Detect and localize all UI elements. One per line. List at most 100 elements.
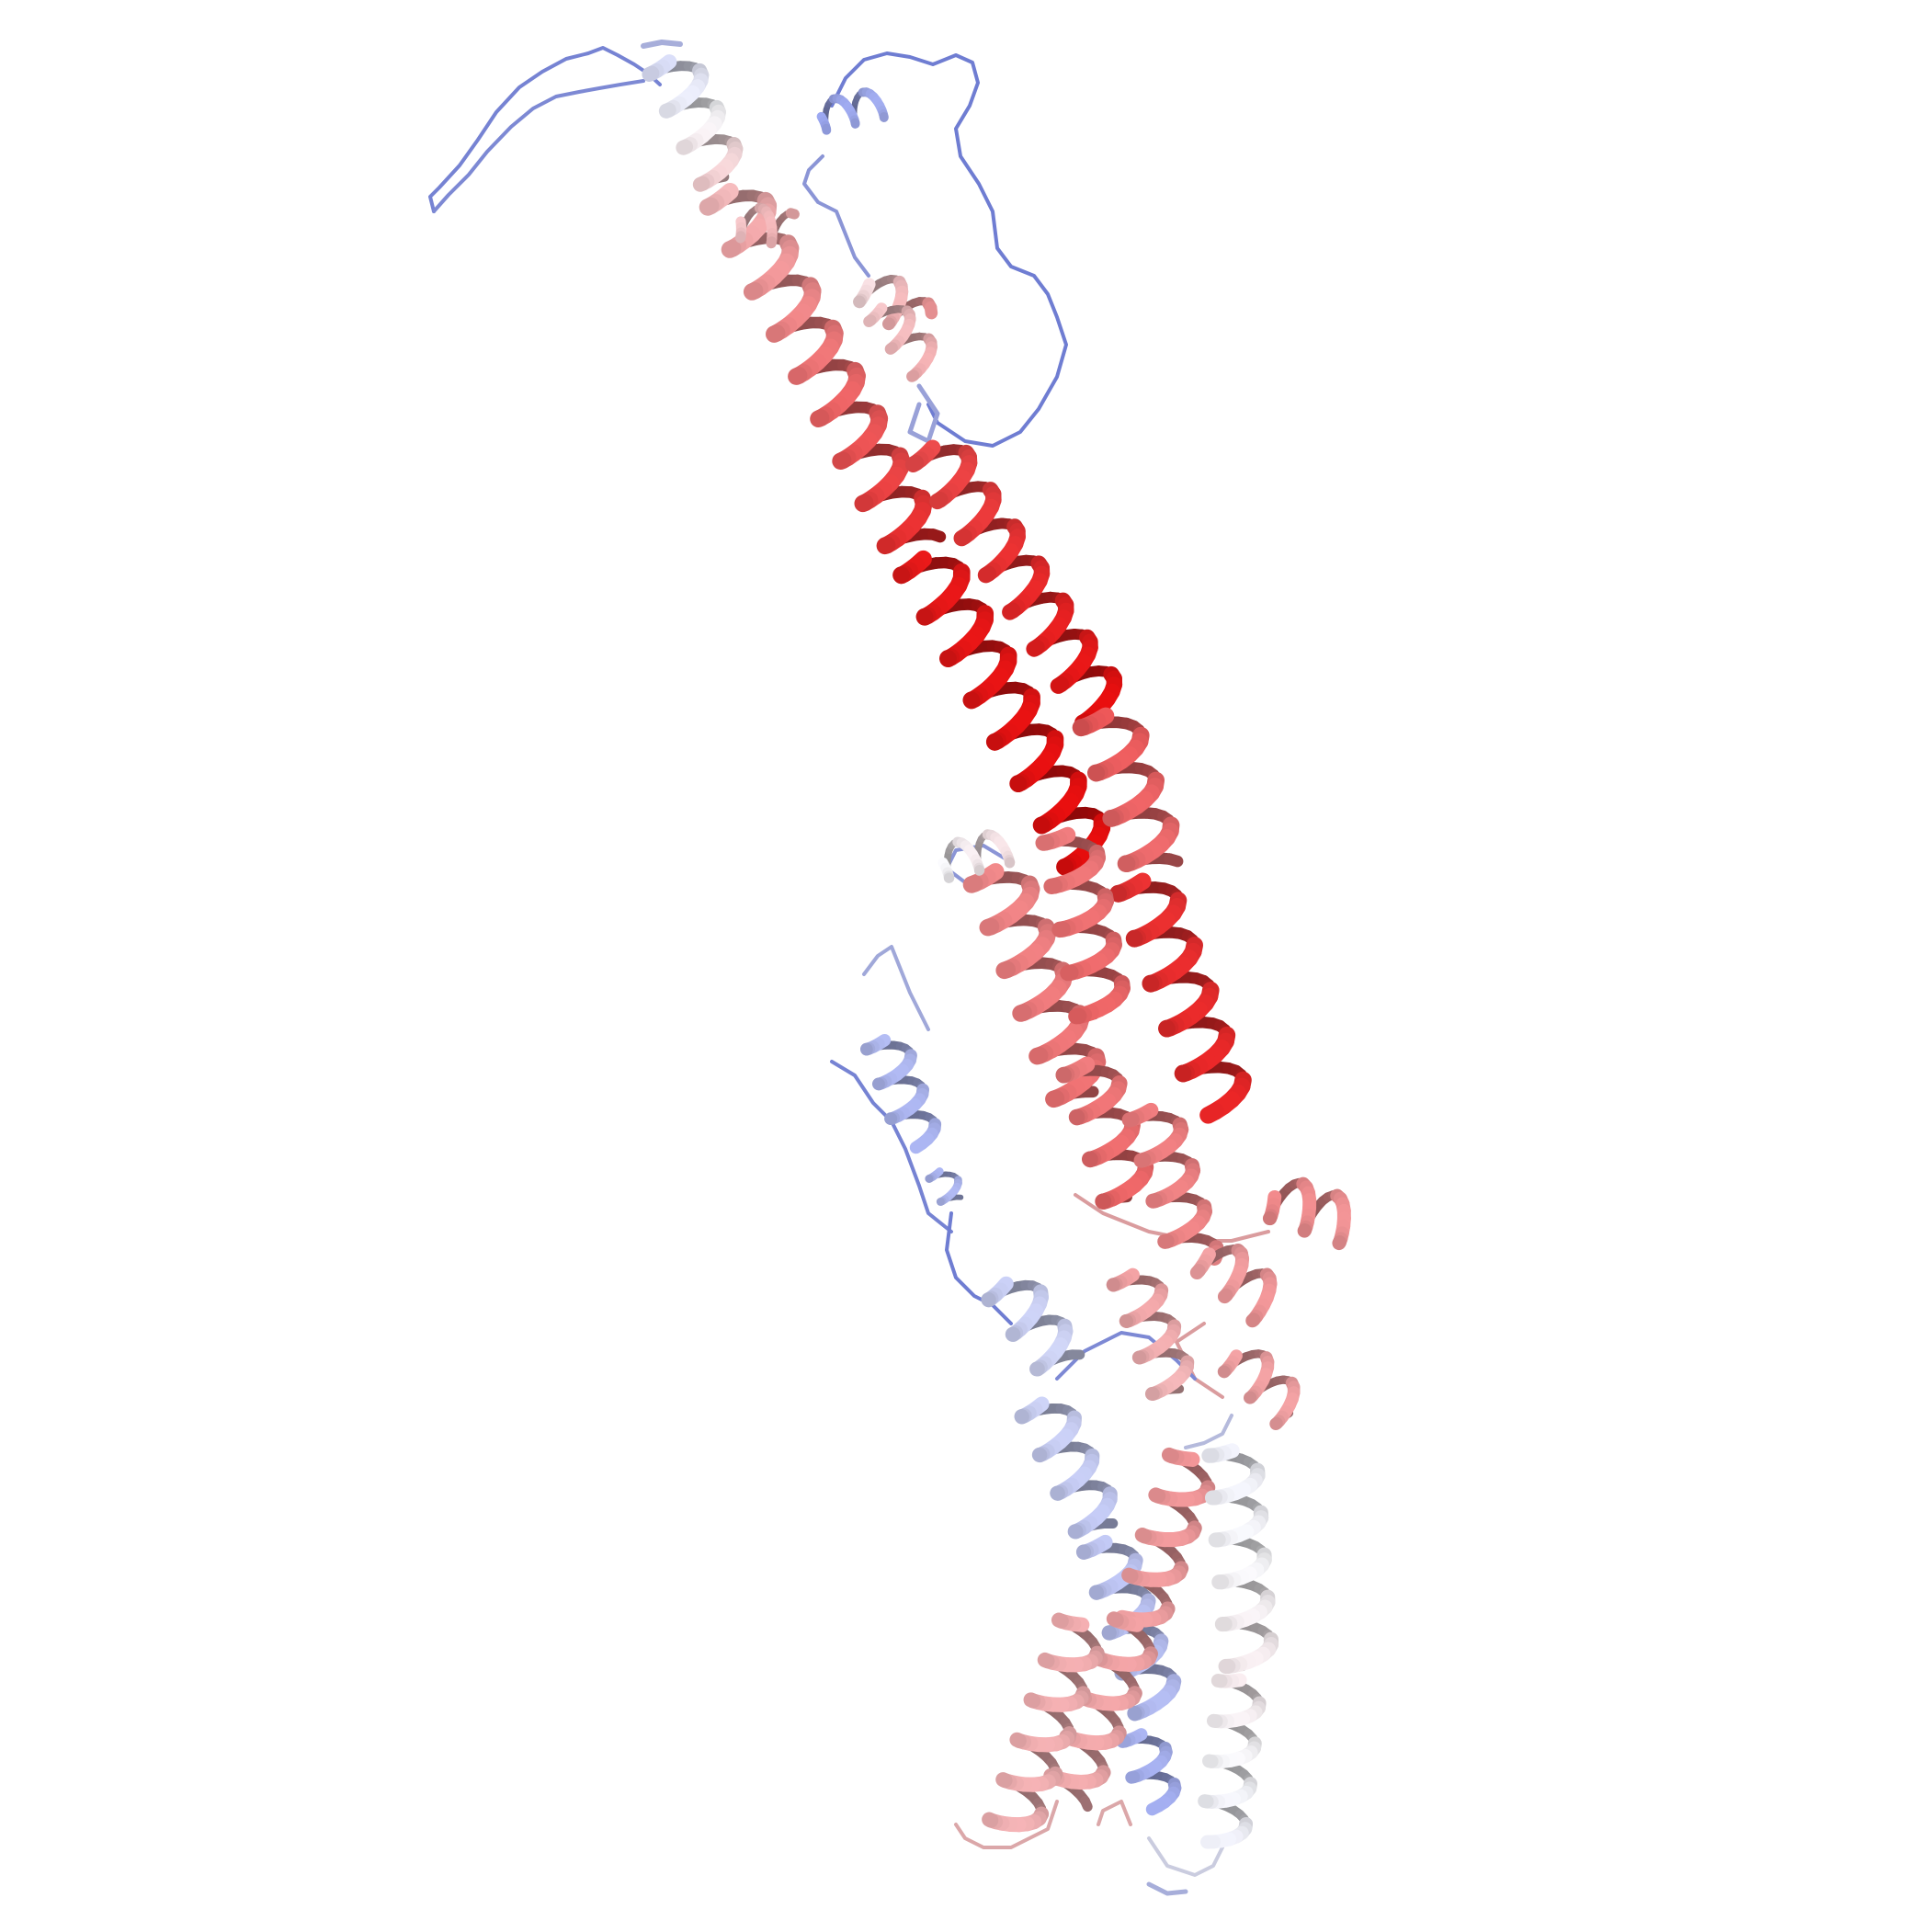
helix-bundle-g [1106,1267,1195,1401]
blue-loop-upper [862,945,930,1031]
helix-ribbon-segment [1079,1795,1093,1813]
helix-ribbon-segment [1217,1288,1233,1304]
helix-ribbon-segment [785,208,800,220]
helix-ribbon-segment [1121,1111,1140,1128]
short-helix-top [816,87,889,135]
helix-ribbon-segment [1035,834,1055,851]
helix-ribbon-segment [1332,1235,1347,1251]
helix-ribbon-segment [1145,1193,1163,1209]
helix-bundle-b [1035,826,1131,1025]
helix-white-2 [1198,1673,1267,1849]
helix-white-1 [1201,1443,1279,1674]
helix-ribbon-segment [1043,878,1063,894]
helix-ribbon-segment [1050,676,1070,694]
bottom-loop-white [1147,1836,1224,1877]
helix-bundle-e [1262,1176,1351,1251]
alpha-helices [642,54,1351,1849]
helix-ribbon-segment [1121,1567,1139,1584]
helix-ribbon-segment [1045,1089,1065,1108]
helix-ribbon-segment [904,454,925,472]
helix-bundle-d [1121,1102,1224,1266]
helix-ribbon-segment [884,342,898,355]
helix-ribbon-segment [765,324,786,343]
helix-blue-5 [1116,1728,1182,1816]
helix-ribbon-segment [1125,1770,1141,1784]
helix-1-middle [699,183,947,555]
helix-pink-3 [982,1612,1105,1833]
helix-bundle-h [1217,1349,1301,1430]
helix-ribbon-segment [676,139,694,155]
helix-ribbon-segment [1189,1264,1206,1280]
long-surface-loop [830,51,1068,448]
helix-ribbon-segment [1161,1447,1179,1464]
helix-ribbon-segment [1051,1612,1069,1629]
helix-ribbon-segment [1269,1416,1283,1430]
coil-loops [428,40,1270,1896]
helix-ribbon-segment [743,281,764,301]
helix-blue-2 [981,1276,1085,1377]
helix-cap-small [938,829,1016,883]
helix-ribbon-segment [1198,1794,1214,1809]
helix-ribbon-segment [692,176,710,192]
helix-ribbon-segment [810,409,830,428]
helix-2-middle [1072,707,1184,873]
helix-ribbon-segment [1009,1732,1027,1748]
helix-ribbon-segment [962,874,983,893]
helix-ribbon-segment [953,528,972,547]
helix-turn-top [734,202,800,249]
helix-ribbon-segment [1012,1004,1032,1022]
surface-loop [802,154,870,278]
helix-ribbon-segment [1199,1102,1224,1124]
helix-ribbon-segment [909,1137,928,1154]
bottom-loop-pink [954,1800,1059,1849]
helix-blue-short [925,1167,964,1206]
helix-ribbon-segment [1134,1528,1153,1544]
n-terminal-loop [641,40,683,49]
helix-ribbon-segment [658,102,676,119]
connector-loop-white [1184,1414,1233,1449]
helix-blue-1 [859,1034,942,1154]
bottom-loop-blue [1146,1881,1188,1896]
helix-ribbon-segment [929,492,949,510]
helix-ribbon-segment [1148,1487,1166,1504]
n-terminal-loop [432,79,645,213]
helix-2-upper [904,439,1123,731]
helix-ribbon-segment [854,494,874,513]
helix-2-lower [1109,872,1252,1124]
helix-ribbon-segment [1026,639,1045,657]
helix-ribbon-segment [1002,602,1021,620]
helix-ribbon-segment [1037,1652,1055,1669]
helix-ribbon-segment [1023,1692,1041,1709]
helix-ribbon-segment [906,369,920,382]
helix-pink-2 [1043,1611,1158,1813]
helix-ribbon-segment [1145,1800,1165,1816]
helix-ribbon-segment [1202,1754,1219,1768]
helix-ribbon-segment [863,314,877,327]
helix-ribbon-segment [995,1772,1013,1789]
helix-ribbon-segment [995,960,1016,980]
helix-ribbon-segment [876,536,896,555]
helix-bundle-a [962,863,1107,1108]
helix-ribbon-segment [1297,1223,1313,1238]
helix-1-upper [642,54,744,192]
blue-loop-left [830,1060,953,1233]
helix-turn-cluster [863,302,938,382]
helix-blue-3 [1014,1396,1119,1540]
helix-ribbon-segment [1245,1313,1261,1328]
helix-ribbon-segment [924,301,938,320]
helix-ribbon-segment [699,197,720,216]
helix-ribbon-segment [1164,853,1184,868]
blue-loop-mid [945,1211,1013,1325]
helix-ribbon-segment [1029,1047,1049,1065]
helix-ribbon-segment [1133,1152,1152,1168]
helix-pink-1 [1114,1447,1216,1628]
helix-ribbon-segment [788,367,808,385]
helix-ribbon-segment [977,565,997,584]
bottom-loop-pink [1097,1800,1132,1826]
helix-ribbon-segment [832,451,852,471]
helix-ribbon-segment [982,1812,999,1828]
n-terminal-loop [428,46,662,213]
helix-ribbon-segment [721,239,742,258]
